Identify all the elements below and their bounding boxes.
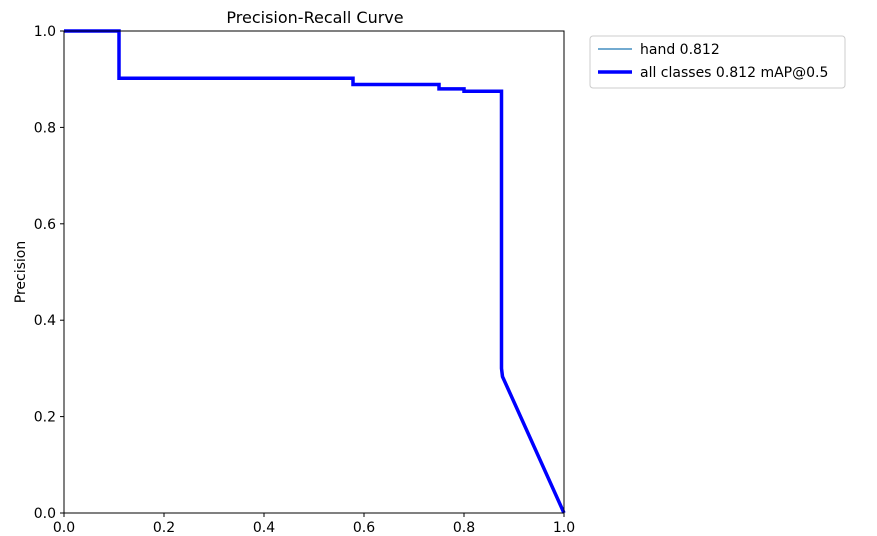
x-tick-label: 0.6 [353,520,375,536]
series-line-hand [64,30,565,514]
x-tick-label: 0.8 [453,520,475,536]
y-tick-label: 0.8 [34,120,56,136]
legend: hand 0.812 all classes 0.812 mAP@0.5 [589,35,846,89]
plot-frame [63,30,565,514]
y-axis: 0.0 0.2 0.4 0.6 0.8 1.0 [34,24,64,522]
y-axis-title: Precision [13,241,29,303]
plot-area [63,29,566,514]
legend-label-hand: hand 0.812 [640,42,720,58]
series-line-all-classes [64,29,566,514]
legend-frame [589,35,846,89]
x-tick-label: 0.2 [153,520,175,536]
x-axis: 0.0 0.2 0.4 0.6 0.8 1.0 [53,513,575,536]
series-layer [64,29,566,514]
x-tick-label: 0.0 [53,520,75,536]
y-tick-label: 0.2 [34,410,56,426]
legend-label-all-classes: all classes 0.812 mAP@0.5 [640,65,828,81]
x-tick-label: 1.0 [553,520,575,536]
x-tick-label: 0.4 [253,520,275,536]
y-tick-label: 0.4 [34,313,56,329]
y-tick-label: 0.0 [34,506,56,522]
y-tick-label: 1.0 [34,24,56,40]
chart-title: Precision-Recall Curve [226,8,403,27]
y-tick-label: 0.6 [34,217,56,233]
